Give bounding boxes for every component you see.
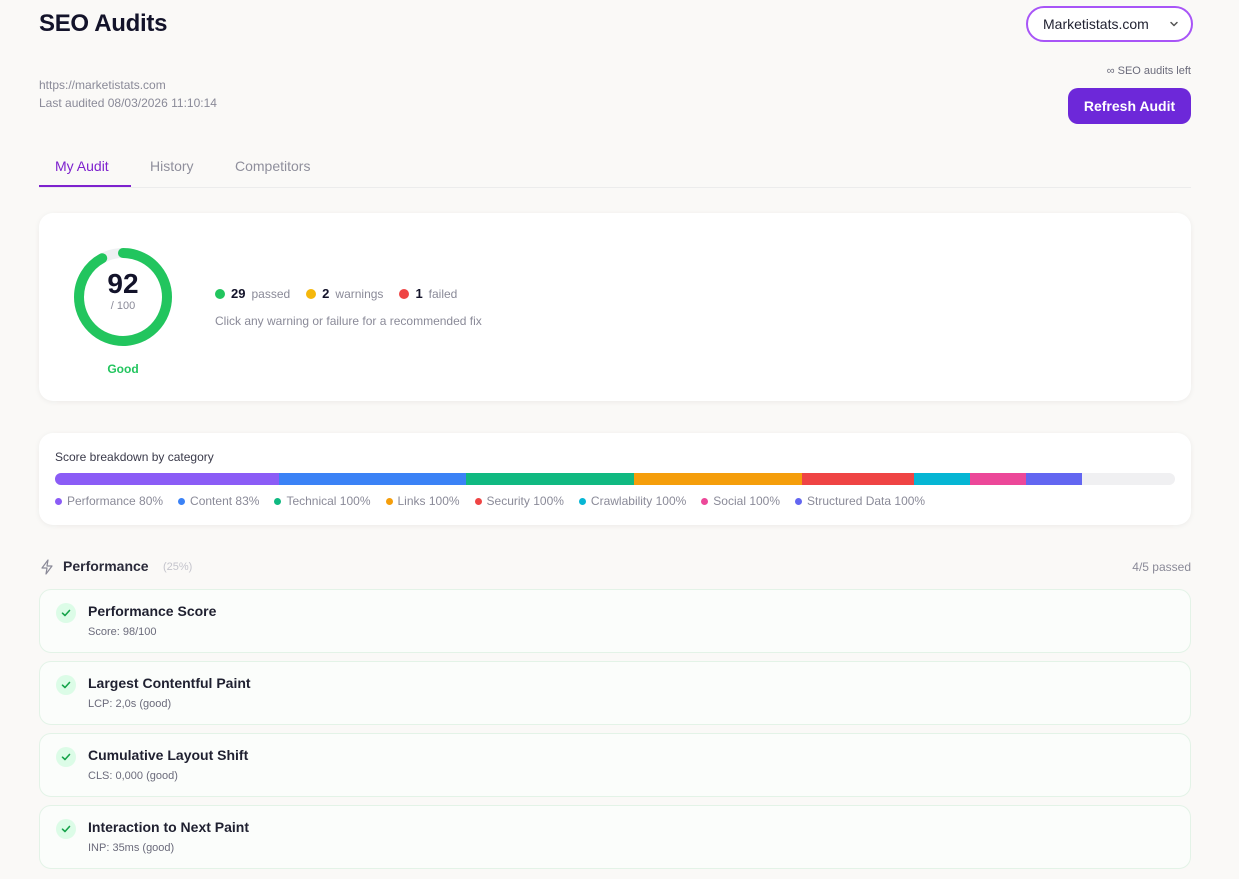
score-gauge (74, 248, 172, 346)
site-url: https://marketistats.com (39, 78, 166, 92)
check-icon (61, 825, 71, 833)
breakdown-segment (55, 473, 279, 485)
legend-item: Structured Data 100% (795, 494, 925, 508)
breakdown-segment (914, 473, 971, 485)
legend-label: Crawlability 100% (590, 494, 687, 508)
legend-label: Technical 100% (286, 494, 371, 508)
section-passed-count: 4/5 passed (1132, 560, 1191, 574)
tab-competitors[interactable]: Competitors (235, 158, 311, 174)
check-icon (61, 753, 71, 761)
performance-section-header[interactable]: Performance (25%) 4/5 passed (39, 558, 1191, 576)
breakdown-segment (1026, 473, 1083, 485)
site-selector-value: Marketistats.com (1043, 16, 1149, 32)
check-detail: Score: 98/100 (88, 626, 157, 638)
passed-count: 29 (231, 286, 246, 301)
active-tab-indicator (39, 185, 131, 187)
legend-label: Security 100% (486, 494, 564, 508)
tab-history[interactable]: History (150, 158, 194, 174)
tab-my-audit[interactable]: My Audit (55, 158, 109, 174)
fix-hint: Click any warning or failure for a recom… (215, 314, 482, 328)
site-selector[interactable]: Marketistats.com (1026, 6, 1193, 42)
check-title: Interaction to Next Paint (88, 819, 250, 835)
legend-item: Social 100% (701, 494, 780, 508)
check-badge (56, 819, 76, 839)
refresh-audit-button[interactable]: Refresh Audit (1068, 88, 1191, 124)
legend-dot-icon (274, 497, 282, 505)
passed-label: passed (251, 286, 291, 301)
legend-dot-icon (385, 497, 393, 505)
check-badge (56, 747, 76, 767)
legend-item: Crawlability 100% (578, 494, 687, 508)
check-icon (61, 609, 71, 617)
check-detail: CLS: 0,000 (good) (88, 770, 178, 782)
legend-item: Content 83% (178, 494, 259, 508)
score-max: / 100 (110, 300, 136, 312)
last-audited: Last audited 08/03/2026 11:10:14 (39, 96, 217, 110)
legend-dot-icon (795, 497, 803, 505)
check-title: Cumulative Layout Shift (88, 747, 249, 763)
legend-label: Structured Data 100% (807, 494, 926, 508)
score-rating: Good (107, 362, 139, 376)
warnings-count: 2 (322, 286, 330, 301)
breakdown-segment (970, 473, 1027, 485)
legend-dot-icon (701, 497, 709, 505)
audits-left: ∞ SEO audits left (1106, 65, 1191, 77)
check-item-lcp[interactable]: Largest Contentful Paint LCP: 2,0s (good… (39, 661, 1191, 725)
failed-label: failed (428, 286, 458, 301)
breakdown-title: Score breakdown by category (55, 450, 214, 464)
legend-dot-icon (55, 497, 62, 505)
lightning-icon (41, 559, 53, 575)
warning-dot-icon (306, 288, 317, 299)
check-item-inp[interactable]: Interaction to Next Paint INP: 35ms (goo… (39, 805, 1191, 869)
section-title: Performance (63, 558, 149, 574)
check-detail: LCP: 2,0s (good) (88, 698, 172, 710)
failed-stat: 1 failed (399, 286, 457, 301)
check-title: Performance Score (88, 603, 217, 619)
legend-item: Technical 100% (274, 494, 371, 508)
breakdown-bar (55, 473, 1175, 485)
breakdown-segment (466, 473, 635, 485)
audit-tabs: My Audit History Competitors (39, 150, 1191, 188)
passed-stat: 29 passed (215, 286, 290, 301)
legend-dot-icon (178, 497, 186, 505)
legend-label: Performance 80% (67, 494, 164, 508)
page-title: SEO Audits (39, 10, 168, 37)
legend-dot-icon (474, 497, 482, 505)
check-badge (56, 603, 76, 623)
breakdown-legend: Performance 80% Content 83% Technical 100%… (55, 494, 940, 508)
legend-label: Links 100% (397, 494, 460, 508)
legend-label: Content 83% (190, 494, 260, 508)
breakdown-segment (802, 473, 915, 485)
check-badge (56, 675, 76, 695)
section-weight: (25%) (163, 561, 193, 573)
failed-count: 1 (415, 286, 423, 301)
legend-item: Performance 80% (55, 494, 163, 508)
warnings-stat: 2 warnings (306, 286, 383, 301)
check-item-performance-score[interactable]: Performance Score Score: 98/100 (39, 589, 1191, 653)
seo-audits-page: SEO Audits Marketistats.com https://mark… (39, 0, 1193, 879)
score-breakdown-card: Score breakdown by category Performance … (39, 433, 1191, 525)
check-title: Largest Contentful Paint (88, 675, 251, 691)
check-stats: 29 passed 2 warnings 1 failed (215, 286, 473, 301)
score-card: 92 / 100 Good 29 passed 2 warnings 1 fai… (39, 213, 1191, 401)
legend-item: Links 100% (385, 494, 460, 508)
score-value: 92 (107, 268, 139, 299)
passed-dot-icon (215, 288, 225, 299)
legend-item: Security 100% (474, 494, 564, 508)
breakdown-segment (634, 473, 803, 485)
breakdown-segment (279, 473, 467, 485)
warnings-label: warnings (335, 286, 384, 301)
check-icon (61, 681, 71, 689)
check-detail: INP: 35ms (good) (88, 842, 175, 854)
legend-dot-icon (578, 497, 586, 505)
chevron-down-icon (1170, 21, 1178, 27)
failed-dot-icon (399, 288, 410, 299)
check-item-cls[interactable]: Cumulative Layout Shift CLS: 0,000 (good… (39, 733, 1191, 797)
legend-label: Social 100% (713, 494, 781, 508)
